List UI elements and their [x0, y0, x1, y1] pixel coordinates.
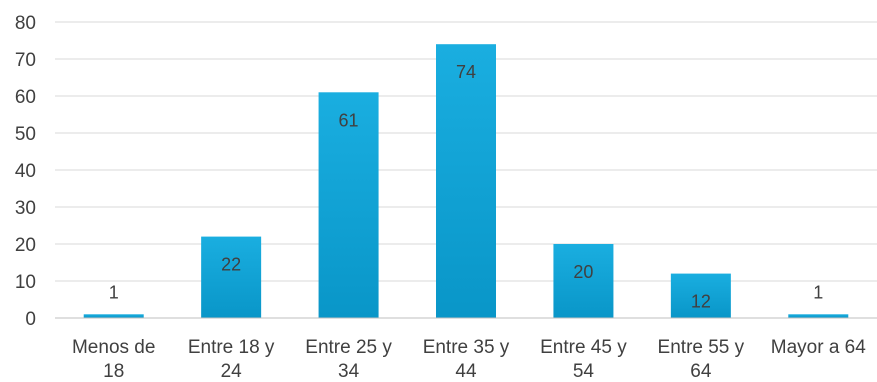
x-category-label: 18: [103, 361, 124, 382]
x-category-label: 44: [455, 361, 477, 382]
bar: [436, 44, 496, 318]
data-label: 22: [221, 255, 241, 275]
data-labels: 1 22 61 74 20 12 1: [109, 62, 824, 311]
data-label: 20: [573, 262, 593, 282]
bar: [788, 314, 849, 318]
y-tick-label: 0: [25, 309, 36, 330]
x-category-label: Entre 45 y: [540, 337, 627, 358]
x-category-label: 64: [690, 361, 712, 382]
y-tick-label: 60: [15, 87, 36, 108]
bar: [201, 236, 262, 318]
y-tick-label: 10: [15, 272, 36, 293]
data-label: 1: [813, 282, 823, 302]
bar: [83, 314, 144, 318]
y-tick-label: 40: [15, 161, 36, 182]
y-tick-label: 50: [15, 124, 36, 145]
x-category-label: Entre 18 y: [188, 337, 275, 358]
x-category-label: Entre 35 y: [423, 337, 510, 358]
x-axis-categories: Menos de 18 Entre 18 y 24 Entre 25 y 34 Entre …: [72, 337, 866, 382]
data-label: 61: [339, 110, 359, 130]
x-category-label: Mayor a 64: [771, 337, 866, 358]
y-tick-label: 80: [15, 13, 36, 34]
bar: [318, 92, 379, 318]
y-axis-ticks: 0 10 20 30 40 50 60 70 80: [15, 13, 36, 330]
x-category-label: 34: [338, 361, 360, 382]
data-label: 74: [456, 62, 476, 82]
bar: [553, 244, 614, 318]
x-category-label: 54: [573, 361, 595, 382]
x-category-label: 24: [221, 361, 243, 382]
bar: [670, 273, 731, 318]
y-tick-label: 70: [15, 50, 36, 71]
x-category-label: Entre 25 y: [305, 337, 392, 358]
data-label: 1: [109, 282, 119, 302]
x-category-label: Entre 55 y: [658, 337, 745, 358]
x-category-label: Menos de: [72, 337, 155, 358]
data-label: 12: [691, 292, 711, 312]
y-tick-label: 20: [15, 235, 36, 256]
y-tick-label: 30: [15, 198, 36, 219]
bars: [83, 44, 849, 318]
